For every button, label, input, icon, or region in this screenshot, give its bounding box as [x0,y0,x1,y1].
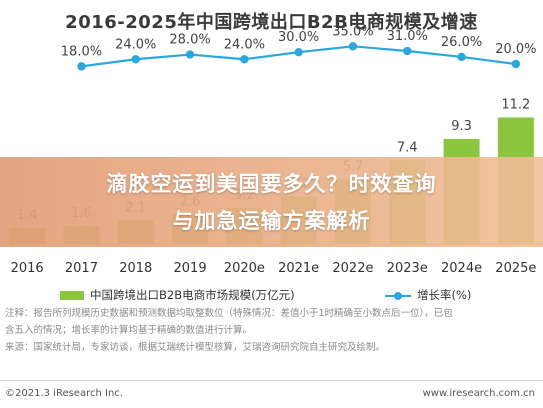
x-tick-label: 2021e [278,261,319,276]
growth-value-label: 30.0% [278,30,319,45]
growth-value-label: 35.0% [332,24,373,39]
footer-copyright: ©2021.3 iResearch Inc. [5,388,123,399]
legend-item-line: 增长率(%) [385,287,471,303]
growth-value-label: 20.0% [495,42,536,57]
chart-title: 2016-2025年中国跨境出口B2B电商规模及增速 [65,12,478,33]
overlay-banner [0,157,543,247]
legend-label-line: 增长率(%) [417,288,472,302]
growth-value-label: 28.0% [169,33,210,48]
x-tick-label: 2023e [387,261,428,276]
footer-website: www.iresearch.com.cn [422,388,535,399]
note-line: 含五入的情况；增长率的计算均基于精确的数值进行计算。 [5,325,253,336]
growth-point [240,55,249,64]
x-tick-label: 2020e [224,261,265,276]
growth-value-label: 18.0% [61,44,102,59]
growth-point [185,50,195,59]
x-tick-label: 2025e [495,261,536,276]
note-line: 来源：国家统计局，专家访谈，根据艾瑞统计模型核算，艾瑞咨询研究院自主研究及绘制。 [5,342,386,353]
x-tick-label: 2016 [11,261,44,276]
x-tick-label: 2018 [119,261,152,276]
growth-value-label: 26.0% [441,35,482,50]
x-tick-label: 2022e [332,261,373,276]
legend: 中国跨境出口B2B电商市场规模(万亿元) 增长率(%) [0,287,543,307]
banner-line-1: 滴胶空运到美国要多久？时效查询 [106,172,437,196]
legend-swatch-line [385,291,411,300]
growth-value-label: 24.0% [224,37,265,52]
bar-value-label: 9.3 [451,119,472,134]
footer-divider [0,380,543,381]
growth-point [131,55,140,64]
x-tick-label: 2019 [174,261,207,276]
growth-point [77,62,86,71]
x-tick-label: 2017 [65,261,98,276]
growth-point [457,52,466,62]
growth-point [348,42,358,51]
growth-point [511,59,521,69]
legend-label-bar: 中国跨境出口B2B电商市场规模(万亿元) [90,288,295,302]
legend-item-bar: 中国跨境出口B2B电商市场规模(万亿元) [60,287,295,303]
bar-value-label: 7.4 [397,140,418,155]
x-tick-label: 2024e [441,261,482,276]
banner-line-2: 与加急运输方案解析 [172,209,371,233]
bar-value-label: 11.2 [501,97,530,112]
growth-value-label: 24.0% [115,37,156,52]
growth-point [403,46,412,56]
legend-swatch-bar [60,291,84,300]
growth-point [294,48,303,57]
growth-value-label: 31.0% [387,29,428,44]
note-line: 注释：报告所列规模历史数据和预测数据均取整数位（特殊情况：差值小于1时精确至小数… [5,308,453,319]
chart-notes: 注释：报告所列规模历史数据和预测数据均取整数位（特殊情况：差值小于1时精确至小数… [5,305,539,356]
